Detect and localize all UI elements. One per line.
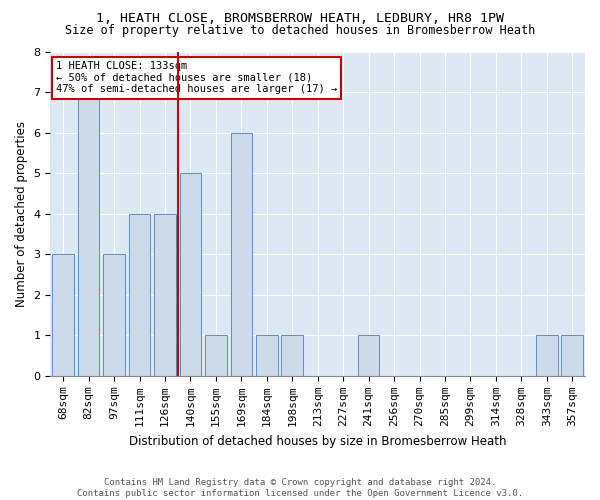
Y-axis label: Number of detached properties: Number of detached properties <box>15 120 28 306</box>
Bar <box>205 336 227 376</box>
Bar <box>358 336 379 376</box>
Bar <box>103 254 125 376</box>
Bar <box>256 336 278 376</box>
X-axis label: Distribution of detached houses by size in Bromesberrow Heath: Distribution of detached houses by size … <box>129 434 506 448</box>
Bar <box>52 254 74 376</box>
Text: Size of property relative to detached houses in Bromesberrow Heath: Size of property relative to detached ho… <box>65 24 535 37</box>
Bar <box>154 214 176 376</box>
Text: Contains HM Land Registry data © Crown copyright and database right 2024.
Contai: Contains HM Land Registry data © Crown c… <box>77 478 523 498</box>
Bar <box>536 336 557 376</box>
Bar <box>78 92 100 376</box>
Bar <box>128 214 151 376</box>
Text: 1 HEATH CLOSE: 133sqm
← 50% of detached houses are smaller (18)
47% of semi-deta: 1 HEATH CLOSE: 133sqm ← 50% of detached … <box>56 61 337 94</box>
Text: 1, HEATH CLOSE, BROMSBERROW HEATH, LEDBURY, HR8 1PW: 1, HEATH CLOSE, BROMSBERROW HEATH, LEDBU… <box>96 12 504 26</box>
Bar <box>179 173 201 376</box>
Bar <box>562 336 583 376</box>
Bar <box>281 336 303 376</box>
Bar <box>230 132 252 376</box>
